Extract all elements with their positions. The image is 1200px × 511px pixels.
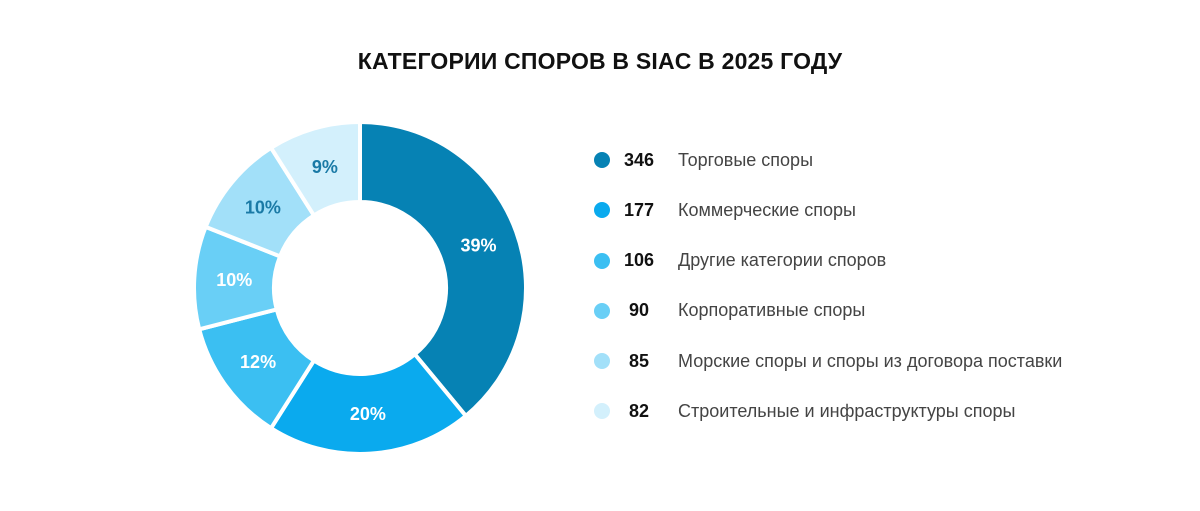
donut-slice-5 <box>268 119 362 219</box>
legend-count-3: 90 <box>628 300 650 321</box>
slice-label-0: 39% <box>461 235 497 255</box>
legend-swatch-4 <box>594 353 610 370</box>
legend-count-5: 82 <box>628 400 650 421</box>
donut-slice-1 <box>268 351 469 456</box>
legend-item-1: 177 Коммерческие споры <box>594 195 1062 225</box>
legend-count-0: 346 <box>623 149 655 170</box>
legend-count-1: 177 <box>623 199 655 220</box>
legend-item-0: 346 Торговые споры <box>594 145 1062 175</box>
legend-item-5: 82 Строительные и инфраструктуры споры <box>594 396 1062 426</box>
slice-label-5: 9% <box>312 157 338 177</box>
donut-slice-0 <box>358 119 528 419</box>
legend-label-1: Коммерческие споры <box>678 199 856 220</box>
legend: 346 Торговые споры 177 Коммерческие споры 10… <box>594 145 1062 447</box>
legend-count-2: 106 <box>623 250 655 271</box>
legend-label-2: Другие категории споров <box>678 250 887 271</box>
legend-swatch-3 <box>594 302 610 319</box>
chart-title: КАТЕГОРИИ СПОРОВ В SIAC В 2025 ГОДУ <box>357 48 843 74</box>
slice-label-3: 10% <box>216 270 252 290</box>
donut-chart: 39% 20% 12% 10% 10% 9% <box>192 119 528 456</box>
legend-label-5: Строительные и инфраструктуры споры <box>678 400 1016 421</box>
slice-label-2: 12% <box>240 352 276 372</box>
legend-swatch-2 <box>594 252 610 269</box>
slice-label-1: 20% <box>350 404 386 424</box>
legend-item-4: 85 Морские споры и споры из договора пост… <box>594 346 1062 376</box>
slice-label-4: 10% <box>245 198 281 218</box>
legend-label-4: Морские споры и споры из договора постав… <box>678 350 1063 371</box>
legend-swatch-5 <box>594 403 610 420</box>
legend-item-3: 90 Корпоративные споры <box>594 296 1062 326</box>
legend-count-4: 85 <box>628 350 650 371</box>
legend-item-2: 106 Другие категории споров <box>594 246 1062 276</box>
legend-swatch-0 <box>594 152 610 168</box>
legend-swatch-1 <box>594 202 610 219</box>
legend-label-3: Корпоративные споры <box>678 300 866 321</box>
legend-label-0: Торговые споры <box>678 149 814 170</box>
